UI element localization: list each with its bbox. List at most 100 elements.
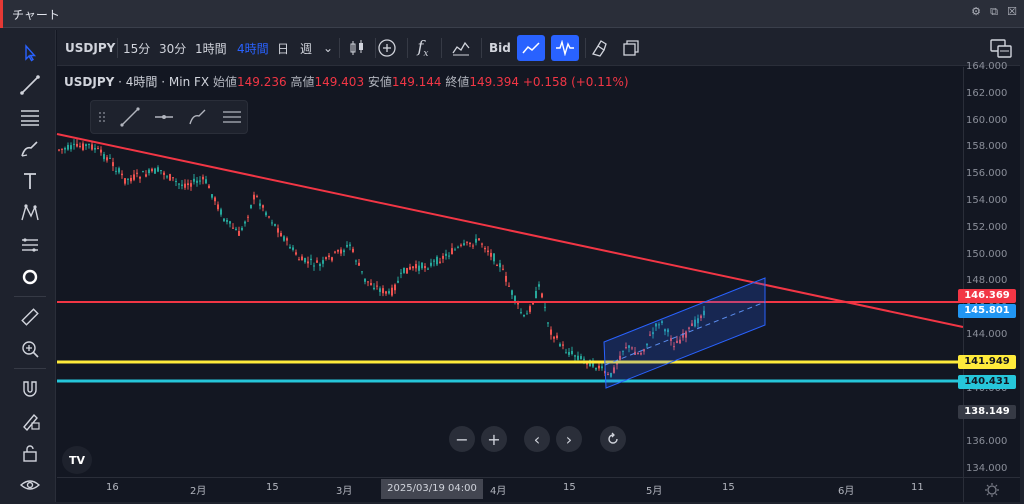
legend-high: 149.403: [314, 75, 365, 89]
fib-icon[interactable]: [217, 103, 247, 131]
time-label: 16: [106, 482, 119, 493]
legend-close-label: 終値: [445, 75, 470, 89]
compare-add-icon[interactable]: [373, 35, 401, 61]
zoom-icon[interactable]: [12, 334, 48, 364]
lock-draw-icon[interactable]: [12, 406, 48, 436]
time-label: 6月: [838, 486, 855, 497]
floating-drawing-panel: [90, 100, 248, 134]
legend-high-label: 高値: [290, 75, 315, 89]
legend-low-label: 安値: [367, 75, 392, 89]
interval-week[interactable]: 週: [300, 41, 313, 56]
reset-chart-button[interactable]: [600, 426, 626, 452]
time-label: 2月: [190, 486, 207, 497]
legend-dot: ·: [161, 75, 166, 89]
oscillator-active-icon[interactable]: [551, 35, 579, 61]
interval-30m[interactable]: 30分: [159, 41, 187, 56]
interval-dropdown-icon[interactable]: ⌄: [323, 41, 334, 55]
price-tick-label: 134.000: [966, 463, 1008, 474]
text-icon[interactable]: [12, 166, 48, 196]
scroll-left-button[interactable]: ‹: [524, 426, 550, 452]
zoom-in-button[interactable]: +: [481, 426, 507, 452]
interval-4h[interactable]: 4時間: [237, 41, 269, 56]
price-tag-crosshair: 138.149: [958, 405, 1016, 419]
scroll-right-button[interactable]: ›: [556, 426, 582, 452]
candles-icon[interactable]: [343, 35, 371, 61]
price-tick-label: 158.000: [966, 141, 1008, 153]
time-label: 15: [722, 482, 735, 493]
price-tick-label: 148.000: [966, 275, 1008, 287]
interval-15m[interactable]: 15分: [123, 41, 151, 56]
top-toolbar: USDJPY 15分 30分 1時間 4時間 日 週 ⌄ fx Bid: [57, 30, 1020, 66]
price-tick-label: 144.000: [966, 329, 1008, 340]
time-label: 5月: [646, 486, 663, 497]
time-axis[interactable]: [57, 477, 963, 502]
drag-handle-icon[interactable]: [93, 103, 111, 131]
trend-active-icon[interactable]: [517, 35, 545, 61]
titlebar-accent: [0, 0, 3, 28]
axis-settings-icon[interactable]: [963, 477, 1020, 502]
magnet-icon[interactable]: [12, 374, 48, 404]
legend-symbol: USDJPY: [64, 75, 115, 89]
toolbar-separator: [407, 38, 408, 58]
interval-1h[interactable]: 1時間: [195, 41, 227, 56]
price-tick-label: 152.000: [966, 221, 1008, 233]
trendline-icon[interactable]: [12, 70, 48, 100]
toolbar-separator: [117, 38, 118, 58]
time-label: 4月: [490, 486, 507, 497]
window-controls: ⚙ ⧉ ☒: [970, 6, 1018, 18]
price-tick-label: 136.000: [966, 436, 1008, 448]
toolbar-separator: [14, 368, 46, 369]
close-icon[interactable]: ☒: [1007, 5, 1017, 18]
window-title: チャート: [12, 8, 60, 22]
legend-low: 149.144: [391, 75, 442, 89]
price-tick-label: 154.000: [966, 195, 1008, 206]
price-tick-label: 150.000: [966, 248, 1008, 260]
legend-interval: 4時間: [125, 75, 158, 89]
lock-icon[interactable]: [12, 438, 48, 468]
toolbar-separator: [339, 38, 340, 58]
multi-chart-icon[interactable]: [985, 35, 1017, 61]
zoom-out-button[interactable]: −: [449, 426, 475, 452]
legend-close: 149.394: [469, 75, 520, 89]
price-tick-label: 164.000: [966, 61, 1008, 72]
measure-tools-icon[interactable]: [12, 230, 48, 260]
layout-icon[interactable]: [617, 35, 645, 61]
price-tick-label: 162.000: [966, 87, 1008, 99]
tradingview-logo: TV: [62, 446, 92, 474]
brush-icon[interactable]: [183, 103, 213, 131]
toolbar-separator: [14, 296, 46, 297]
legend-change: +0.158 (+0.11%): [522, 75, 629, 89]
fib-icon[interactable]: [12, 102, 48, 132]
indicators-icon[interactable]: fx: [417, 36, 429, 60]
time-label: 11: [911, 482, 924, 493]
clear-brush-icon[interactable]: [585, 35, 613, 61]
pattern-icon[interactable]: [12, 198, 48, 228]
price-tag-last: 145.801: [958, 304, 1016, 318]
symbol-search[interactable]: USDJPY: [65, 41, 116, 55]
legend-open-label: 始値: [212, 75, 237, 89]
circle-icon[interactable]: [12, 262, 48, 292]
price-source-bid[interactable]: Bid: [489, 41, 511, 55]
horizontal-ray-icon[interactable]: [149, 103, 179, 131]
crosshair-time-label: 2025/03/19 04:00: [381, 479, 483, 499]
toolbar-separator: [585, 38, 586, 58]
brush-icon[interactable]: [12, 134, 48, 164]
window-titlebar: チャート ⚙ ⧉ ☒: [0, 0, 1024, 28]
settings-icon[interactable]: ⚙: [971, 5, 981, 18]
toolbar-separator: [441, 38, 442, 58]
legend-dot: ·: [118, 75, 122, 89]
cursor-icon[interactable]: [12, 38, 48, 68]
price-tick-label: 156.000: [966, 168, 1008, 180]
popout-icon[interactable]: ⧉: [990, 5, 998, 18]
price-tag-support-yellow: 141.949: [958, 355, 1016, 369]
time-label: 3月: [336, 486, 353, 497]
trendline-icon[interactable]: [115, 103, 145, 131]
interval-day[interactable]: 日: [277, 41, 290, 56]
toolbar-separator: [481, 38, 482, 58]
price-tag-resistance: 146.369: [958, 289, 1016, 303]
templates-icon[interactable]: [447, 35, 475, 61]
price-tag-support-cyan: 140.431: [958, 375, 1016, 389]
eye-icon[interactable]: [12, 470, 48, 500]
time-label: 15: [266, 482, 279, 493]
ruler-icon[interactable]: [12, 302, 48, 332]
